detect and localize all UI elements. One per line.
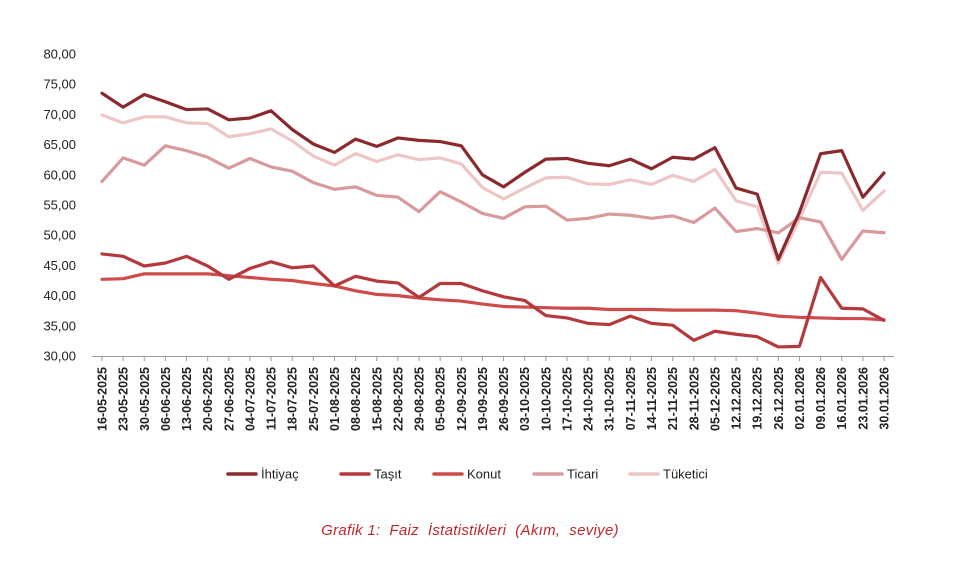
- x-tick-label: 15-08-2025: [370, 367, 384, 431]
- x-tick-label: 16.01.2026: [835, 367, 849, 430]
- x-tick-label: 16-05-2025: [96, 367, 110, 431]
- x-tick-label: 21-11-2025: [666, 367, 680, 430]
- x-tick-label: 12.12.2025: [730, 367, 744, 430]
- x-tick-label: 04-07-2025: [243, 367, 257, 431]
- x-tick-label: 23.01.2026: [856, 367, 870, 430]
- x-tick-label: 20-06-2025: [201, 367, 215, 431]
- x-tick-label: 03-10-2025: [518, 367, 532, 431]
- x-tick-label: 18-07-2025: [286, 367, 300, 431]
- x-tick-label: 07-11-2025: [624, 367, 638, 430]
- y-tick-label: 45,00: [43, 258, 76, 273]
- x-tick-label: 26-09-2025: [497, 367, 511, 431]
- x-tick-label: 29-08-2025: [413, 367, 427, 431]
- x-tick-label: 10-10-2025: [539, 367, 553, 431]
- x-tick-label: 08-08-2025: [349, 367, 363, 431]
- legend-label: Taşıt: [374, 467, 402, 482]
- x-tick-label: 14-11-2025: [645, 367, 659, 430]
- x-tick-label: 27-06-2025: [222, 367, 236, 431]
- x-tick-label: 31-10-2025: [603, 367, 617, 431]
- legend-label: Konut: [467, 467, 501, 482]
- x-tick-label: 06-06-2025: [159, 367, 173, 431]
- series-line-2: [100, 252, 886, 349]
- legend-label: İhtiyaç: [261, 467, 299, 482]
- y-tick-label: 75,00: [43, 77, 76, 92]
- x-tick-label: 05-12-2025: [708, 367, 722, 431]
- y-tick-label: 70,00: [43, 107, 76, 122]
- y-tick-label: 80,00: [43, 47, 76, 62]
- x-tick-label: 19-09-2025: [476, 367, 490, 431]
- series-line-5: [100, 113, 886, 265]
- x-tick-label: 13-06-2025: [180, 367, 194, 431]
- x-tick-label: 12-09-2025: [455, 367, 469, 431]
- y-tick-label: 30,00: [43, 349, 76, 364]
- y-tick-label: 35,00: [43, 318, 76, 333]
- series-lines: [100, 91, 886, 349]
- x-tick-label: 05-09-2025: [434, 367, 448, 431]
- y-tick-label: 55,00: [43, 198, 76, 213]
- x-axis: 16-05-2025 23-05-2025 30-05-2025 06-06-2025…: [92, 356, 894, 431]
- x-tick-label: 28-11-2025: [687, 367, 701, 430]
- x-tick-label: 30.01.2026: [878, 367, 892, 430]
- legend: İhtiyaç Taşıt Konut Ticari Tüketici: [226, 467, 708, 482]
- x-tick-label: 17-10-2025: [560, 367, 574, 431]
- y-tick-label: 40,00: [43, 288, 76, 303]
- legend-label: Tüketici: [663, 467, 708, 482]
- series-line-4: [100, 144, 886, 261]
- x-tick-label: 30-05-2025: [138, 367, 152, 431]
- x-tick-label: 23-05-2025: [117, 367, 131, 431]
- series-line-3: [100, 272, 886, 322]
- y-tick-label: 65,00: [43, 137, 76, 152]
- x-tick-label: 02.01.2026: [793, 367, 807, 430]
- x-tick-label: 11-07-2025: [265, 367, 279, 430]
- y-tick-label: 60,00: [43, 167, 76, 182]
- x-tick-label: 22-08-2025: [391, 367, 405, 431]
- x-tick-label: 19.12.2025: [751, 367, 765, 430]
- series-line-1: [100, 91, 886, 261]
- x-tick-label: 25-07-2025: [307, 367, 321, 431]
- legend-label: Ticari: [567, 467, 598, 482]
- y-axis: 30,00 35,00 40,00 45,00 50,00 55,00 60,00 65,00…: [43, 47, 76, 364]
- x-tick-label: 09.01.2026: [814, 367, 828, 430]
- x-tick-label: 26.12.2025: [772, 367, 786, 430]
- y-tick-label: 50,00: [43, 228, 76, 243]
- x-tick-label: 01-08-2025: [328, 367, 342, 431]
- x-tick-label: 24-10-2025: [582, 367, 596, 431]
- figure-caption: Grafik 1: Faiz İstatistikleri (Akım, sev…: [321, 522, 619, 539]
